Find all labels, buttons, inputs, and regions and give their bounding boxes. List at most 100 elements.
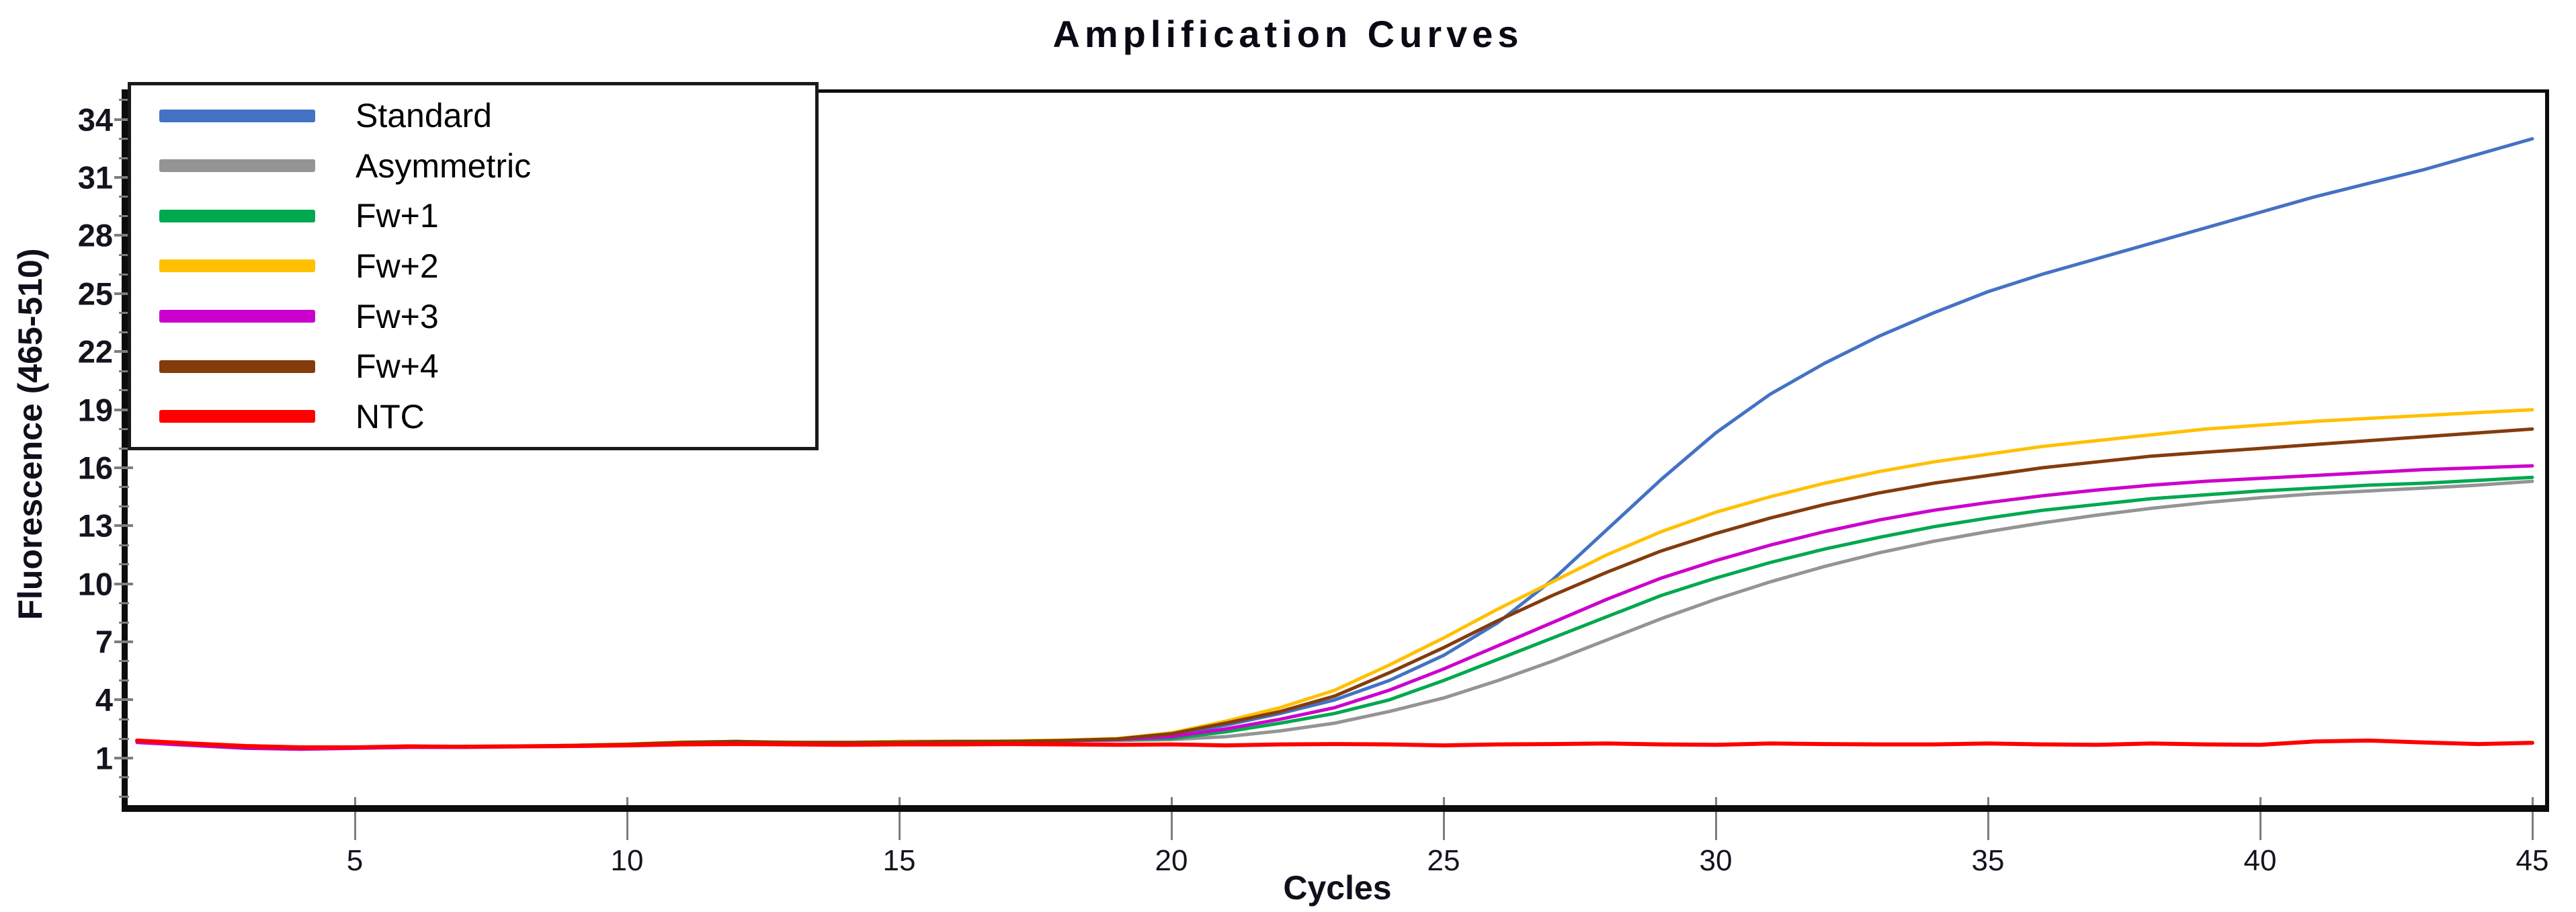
y-tick-label: 7 — [95, 624, 113, 660]
y-minor-tick — [119, 563, 129, 566]
x-tick-line — [1442, 812, 1445, 840]
x-axis-title: Cycles — [1283, 869, 1392, 907]
y-minor-tick — [119, 544, 129, 546]
x-tick-label: 35 — [1971, 844, 2005, 877]
x-major-tick — [1170, 797, 1173, 805]
x-major-tick — [2531, 797, 2534, 805]
y-major-tick — [114, 292, 133, 295]
y-tick-label: 31 — [77, 159, 113, 196]
legend-swatch — [159, 360, 315, 373]
y-minor-tick — [119, 795, 129, 798]
legend-swatch — [159, 259, 315, 273]
y-tick-label: 13 — [77, 507, 113, 544]
x-tick-line — [2259, 812, 2261, 840]
y-major-tick — [114, 118, 133, 121]
x-tick-label: 5 — [346, 844, 364, 877]
y-minor-tick — [119, 312, 129, 315]
x-major-tick — [626, 797, 628, 805]
x-major-tick — [354, 797, 356, 805]
y-tick-label: 16 — [77, 450, 113, 486]
y-minor-tick — [119, 253, 129, 256]
x-tick-line — [1987, 812, 1989, 840]
x-tick-line — [898, 812, 901, 840]
legend: Standard Asymmetric Fw+1 Fw+2 Fw+3 Fw+4 NTC — [128, 82, 819, 450]
legend-item-label: Asymmetric — [356, 147, 532, 185]
y-minor-tick — [119, 660, 129, 663]
legend-item-fw-2: Fw+2 — [131, 249, 815, 283]
x-tick-line — [354, 812, 356, 840]
y-tick-label: 28 — [77, 217, 113, 253]
legend-swatch — [159, 159, 315, 173]
y-tick-label: 4 — [95, 681, 113, 718]
legend-item-label: Fw+2 — [356, 247, 439, 285]
y-minor-tick — [119, 331, 129, 333]
x-major-tick — [1987, 797, 1989, 805]
y-minor-tick — [119, 602, 129, 604]
y-tick-label: 19 — [77, 392, 113, 428]
y-minor-tick — [119, 737, 129, 740]
y-minor-tick — [119, 370, 129, 372]
x-tick-label: 15 — [882, 844, 916, 877]
legend-item-standard: Standard — [131, 99, 815, 132]
legend-item-label: Fw+1 — [356, 197, 439, 235]
legend-swatch — [159, 410, 315, 423]
y-minor-tick — [119, 679, 129, 682]
legend-item-fw-3: Fw+3 — [131, 300, 815, 333]
y-minor-tick — [119, 157, 129, 159]
y-major-tick — [114, 756, 133, 759]
y-tick-label: 22 — [77, 333, 113, 370]
y-major-tick — [114, 524, 133, 528]
curve-fw-3 — [135, 464, 2534, 751]
y-minor-tick — [119, 196, 129, 198]
y-minor-tick — [119, 389, 129, 392]
y-major-tick — [114, 408, 133, 411]
legend-item-fw-4: Fw+4 — [131, 349, 815, 383]
y-major-tick — [114, 350, 133, 354]
legend-item-label: Standard — [356, 97, 492, 135]
legend-item-asymmetric: Asymmetric — [131, 149, 815, 183]
y-major-tick — [114, 582, 133, 585]
y-minor-tick — [119, 776, 129, 779]
y-tick-label: 25 — [77, 276, 113, 312]
y-major-tick — [114, 176, 133, 179]
x-major-tick — [1714, 797, 1717, 805]
y-tick-label: 10 — [77, 566, 113, 602]
chart-title: Amplification Curves — [1052, 13, 1524, 55]
y-minor-tick — [119, 486, 129, 489]
legend-item-label: Fw+3 — [356, 297, 439, 335]
legend-swatch — [159, 209, 315, 222]
x-tick-line — [1714, 812, 1717, 840]
y-minor-tick — [119, 215, 129, 218]
y-minor-tick — [119, 427, 129, 430]
y-major-tick — [114, 234, 133, 237]
x-tick-label: 40 — [2243, 844, 2277, 877]
y-minor-tick — [119, 718, 129, 720]
y-major-tick — [114, 466, 133, 469]
x-tick-line — [2531, 812, 2534, 840]
x-tick-line — [626, 812, 628, 840]
y-major-tick — [114, 698, 133, 702]
legend-item-label: Fw+4 — [356, 347, 439, 386]
x-major-tick — [1442, 797, 1445, 805]
y-minor-tick — [119, 621, 129, 624]
x-tick-label: 10 — [610, 844, 644, 877]
x-major-tick — [2259, 797, 2261, 805]
legend-swatch — [159, 109, 315, 122]
x-tick-line — [1170, 812, 1173, 840]
x-tick-label: 25 — [1427, 844, 1460, 877]
y-minor-tick — [119, 99, 129, 101]
curve-ntc — [135, 738, 2534, 749]
legend-item-fw-1: Fw+1 — [131, 199, 815, 233]
legend-swatch — [159, 310, 315, 323]
y-minor-tick — [119, 138, 129, 140]
y-minor-tick — [119, 447, 129, 450]
x-tick-label: 20 — [1155, 844, 1188, 877]
y-tick-label: 1 — [95, 740, 113, 776]
legend-item-label: NTC — [356, 397, 425, 436]
y-minor-tick — [119, 273, 129, 276]
y-major-tick — [114, 640, 133, 644]
x-tick-label: 45 — [2516, 844, 2549, 877]
x-tick-label: 30 — [1699, 844, 1733, 877]
